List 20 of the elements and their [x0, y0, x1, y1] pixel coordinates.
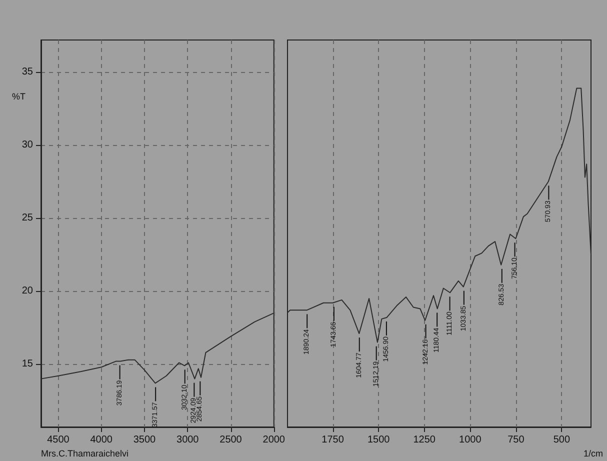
x-tick-label: 1000: [459, 434, 482, 446]
x-tick-label: 1750: [322, 434, 344, 446]
x-tick-label: 2500: [220, 434, 242, 446]
y-axis-title: %T: [12, 92, 26, 102]
y-tick-label: 20: [22, 286, 34, 297]
y-tick-label: 30: [22, 140, 34, 151]
x-axis-title: 1/cm: [583, 448, 604, 458]
x-tick-label: 750: [508, 434, 525, 446]
y-tick-label: 15: [22, 358, 34, 370]
y-tick-label: 25: [22, 212, 34, 224]
x-tick-label: 3000: [176, 434, 200, 446]
y-tick-label: 35: [22, 66, 34, 78]
x-tick-label: 2000: [262, 434, 286, 446]
x-tick-label: 4000: [90, 434, 113, 446]
x-tick-label: 3500: [133, 434, 156, 446]
text: Mrs.C.Thamaraichelvi: [41, 448, 129, 458]
x-tick-label: 500: [553, 434, 570, 446]
x-tick-label: 1250: [413, 434, 436, 446]
x-tick-label: 4500: [47, 434, 70, 446]
x-tick-label: 1500: [367, 434, 390, 446]
